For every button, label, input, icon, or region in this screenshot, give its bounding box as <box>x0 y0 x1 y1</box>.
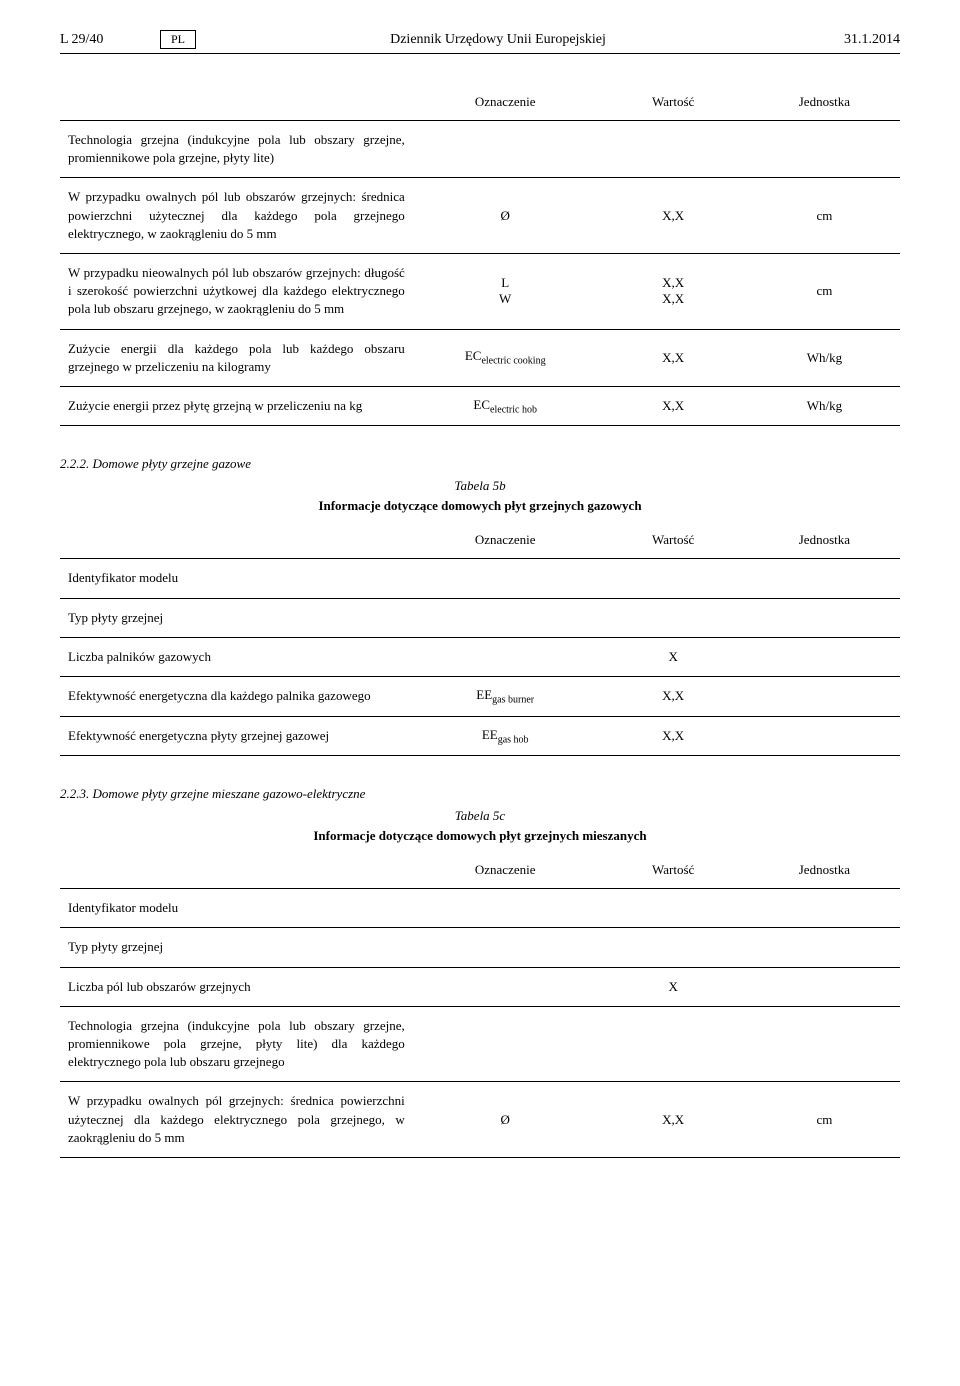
table-row: W przypadku nieowalnych pól lub obszarów… <box>60 253 900 329</box>
table-row: W przypadku owalnych pól lub obszarów gr… <box>60 178 900 254</box>
table-caption-5c: Tabela 5c <box>60 808 900 824</box>
table-row: Typ płyty grzejnej <box>60 598 900 637</box>
page-header: L 29/40 PL Dziennik Urzędowy Unii Europe… <box>60 30 900 54</box>
table-subtitle-5c: Informacje dotyczące domowych płyt grzej… <box>60 828 900 844</box>
table-row: Identyfikator modelu <box>60 889 900 928</box>
section-heading-223: 2.2.3. Domowe płyty grzejne mieszane gaz… <box>60 786 900 802</box>
table-continuation: Oznaczenie Wartość Jednostka Technologia… <box>60 84 900 426</box>
symbol-ee-hob: EEgas hob <box>413 716 598 756</box>
table-row: Efektywność energetyczna dla każdego pal… <box>60 677 900 717</box>
table-row: Identyfikator modelu <box>60 559 900 598</box>
table-row: Zużycie energii przez płytę grzejną w pr… <box>60 386 900 426</box>
table-subtitle-5b: Informacje dotyczące domowych płyt grzej… <box>60 498 900 514</box>
table-header-row: Oznaczenie Wartość Jednostka <box>60 84 900 121</box>
page-container: L 29/40 PL Dziennik Urzędowy Unii Europe… <box>0 0 960 1228</box>
table-row: Liczba pól lub obszarów grzejnych X <box>60 967 900 1006</box>
table-row: Technologia grzejna (indukcyjne pola lub… <box>60 1006 900 1082</box>
table-caption-5b: Tabela 5b <box>60 478 900 494</box>
table-header-row: Oznaczenie Wartość Jednostka <box>60 852 900 889</box>
table-row: Zużycie energii dla każdego pola lub każ… <box>60 329 900 386</box>
header-journal: Dziennik Urzędowy Unii Europejskiej <box>196 32 800 48</box>
table-row: Technologia grzejna (indukcyjne pola lub… <box>60 121 900 178</box>
section-heading-222: 2.2.2. Domowe płyty grzejne gazowe <box>60 456 900 472</box>
header-date: 31.1.2014 <box>800 32 900 48</box>
col-val: Wartość <box>598 84 749 121</box>
table-row: Efektywność energetyczna płyty grzejnej … <box>60 716 900 756</box>
header-lang: PL <box>160 30 196 49</box>
table-5b: Oznaczenie Wartość Jednostka Identyfikat… <box>60 522 900 756</box>
table-row: Liczba palników gazowych X <box>60 637 900 676</box>
table-row: Typ płyty grzejnej <box>60 928 900 967</box>
col-sym: Oznaczenie <box>413 84 598 121</box>
symbol-ec-cooking: ECelectric cooking <box>413 329 598 386</box>
table-header-row: Oznaczenie Wartość Jednostka <box>60 522 900 559</box>
col-unit: Jednostka <box>749 84 900 121</box>
symbol-ee-burner: EEgas burner <box>413 677 598 717</box>
table-row: W przypadku owalnych pól grzejnych: śred… <box>60 1082 900 1158</box>
symbol-ec-hob: ECelectric hob <box>413 386 598 426</box>
table-5c: Oznaczenie Wartość Jednostka Identyfikat… <box>60 852 900 1158</box>
header-page-ref: L 29/40 <box>60 32 140 48</box>
